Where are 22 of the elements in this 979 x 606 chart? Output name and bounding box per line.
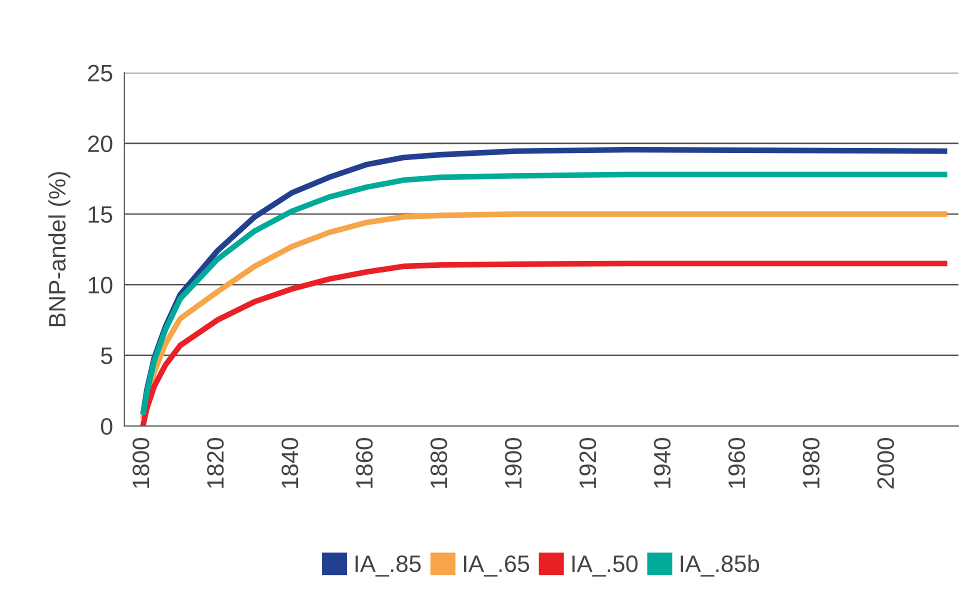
x-tick-label: 1820 <box>207 438 224 488</box>
y-tick-label: 0 <box>101 418 112 435</box>
y-tick-label: 5 <box>101 348 112 364</box>
x-tick-label: 1840 <box>282 438 298 488</box>
y-tick-label: 25 <box>88 64 112 82</box>
legend-label: IA_.85 <box>356 555 421 577</box>
legend-label: IA_.50 <box>572 555 638 577</box>
y-tick-label: 10 <box>88 276 112 294</box>
y-tick-label: 15 <box>88 206 112 223</box>
legend-label: IA_.65 <box>464 555 530 577</box>
x-tick-label: 1900 <box>504 438 522 488</box>
x-tick-label: 2000 <box>877 438 894 488</box>
x-tick-label: 1980 <box>802 438 820 488</box>
x-tick-label: 1920 <box>579 438 596 488</box>
y-tick-label: 20 <box>88 135 112 152</box>
y-axis-title: BNP-andel (%) <box>48 172 70 326</box>
x-tick-label: 1940 <box>654 438 671 488</box>
legend-label: IA_.85b <box>680 554 760 577</box>
x-tick-label: 1960 <box>728 438 746 488</box>
x-tick-label: 1860 <box>356 438 373 488</box>
x-tick-label: 1800 <box>132 438 150 488</box>
x-tick-label: 1880 <box>430 438 448 488</box>
